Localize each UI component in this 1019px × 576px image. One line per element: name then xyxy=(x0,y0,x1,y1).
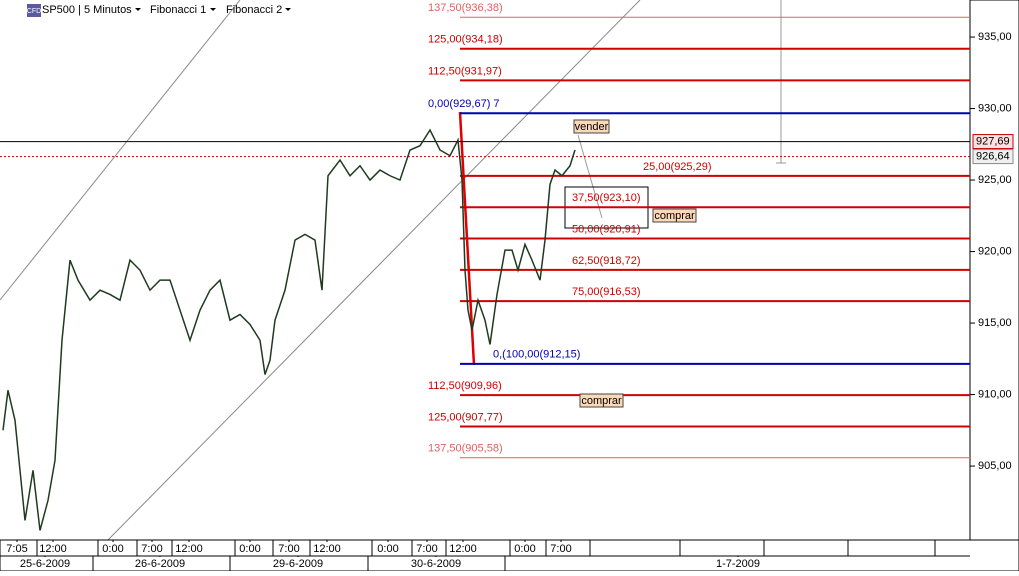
annotation: comprar xyxy=(581,395,622,407)
y-tick-label: 930,00 xyxy=(978,102,1012,114)
y-tick-label: 935,00 xyxy=(978,31,1012,43)
price-marker-box xyxy=(972,149,1014,165)
x-tick-label: 7:00 xyxy=(278,543,299,555)
x-tick-label: 7:00 xyxy=(416,543,437,555)
y-tick-label: 915,00 xyxy=(978,317,1012,329)
y-tick-label: 920,00 xyxy=(978,245,1012,257)
price-line-series xyxy=(2,128,576,531)
date-label: 1-7-2009 xyxy=(716,558,760,570)
badge-icon xyxy=(27,4,41,17)
fib-label: 0,00(929,67) 7 xyxy=(428,98,500,110)
price-marker-label: 927,69 xyxy=(976,135,1010,147)
x-tick-label: 0:00 xyxy=(102,543,123,555)
fib-label: 75,00(916,53) xyxy=(572,286,641,298)
fib-label: 125,00(934,18) xyxy=(428,34,503,46)
x-tick-label: 0:00 xyxy=(514,543,535,555)
x-tick-label: 7:00 xyxy=(550,543,571,555)
fib-label: 50,00(920,91) xyxy=(572,223,641,235)
fib-label: 112,50(931,97) xyxy=(428,65,502,77)
date-label: 30-6-2009 xyxy=(411,558,461,570)
fib-label: 137,50(905,58) xyxy=(428,443,503,455)
annotation: vender xyxy=(575,121,609,133)
badge: CFD xyxy=(27,8,41,15)
annotation-box xyxy=(579,393,624,408)
price-axis xyxy=(969,0,1019,542)
x-tick-label: 7:05 xyxy=(6,543,27,555)
x-tick-label: 0:00 xyxy=(377,543,398,555)
y-tick-label: 905,00 xyxy=(978,460,1012,472)
fib-label: 62,50(918,72) xyxy=(572,255,641,267)
dropdown-arrow[interactable] xyxy=(285,8,291,11)
x-tick-label: 12:00 xyxy=(175,543,203,555)
annotation: comprar xyxy=(654,210,695,222)
fib-label: 25,00(925,29) xyxy=(643,161,712,173)
y-tick-label: 910,00 xyxy=(978,388,1012,400)
x-tick-label: 7:00 xyxy=(141,543,162,555)
date-label: 29-6-2009 xyxy=(273,558,323,570)
trend-line xyxy=(0,0,241,301)
y-tick-label: 925,00 xyxy=(978,174,1012,186)
annotation-box xyxy=(573,119,610,134)
x-tick-label: 0:00 xyxy=(239,543,260,555)
x-tick-label: 12:00 xyxy=(39,543,67,555)
date-label: 25-6-2009 xyxy=(20,558,70,570)
x-tick-label: 12:00 xyxy=(313,543,341,555)
x-tick-label: 12:00 xyxy=(449,543,477,555)
trend-line xyxy=(107,0,641,541)
dropdown-arrow[interactable] xyxy=(135,8,141,11)
annotation-box xyxy=(652,208,697,223)
dropdown-arrow[interactable] xyxy=(210,8,216,11)
price-marker-box xyxy=(972,134,1014,150)
fib-label: 137,50(936,38) xyxy=(428,2,503,14)
symbol-menu[interactable]: SP500 | 5 Minutos xyxy=(42,4,132,16)
menu[interactable]: Fibonacci 2 xyxy=(226,4,282,16)
fib-label: 125,00(907,77) xyxy=(428,411,503,423)
price-marker-label: 926,64 xyxy=(976,151,1010,163)
fib-label: 0,(100,00(912,15) xyxy=(493,349,580,361)
fib-label: 112,50(909,96) xyxy=(428,380,502,392)
fib-label: 37,50(923,10) xyxy=(572,192,641,204)
menu[interactable]: Fibonacci 1 xyxy=(150,4,206,16)
time-separators xyxy=(36,540,936,571)
date-label: 26-6-2009 xyxy=(135,558,185,570)
